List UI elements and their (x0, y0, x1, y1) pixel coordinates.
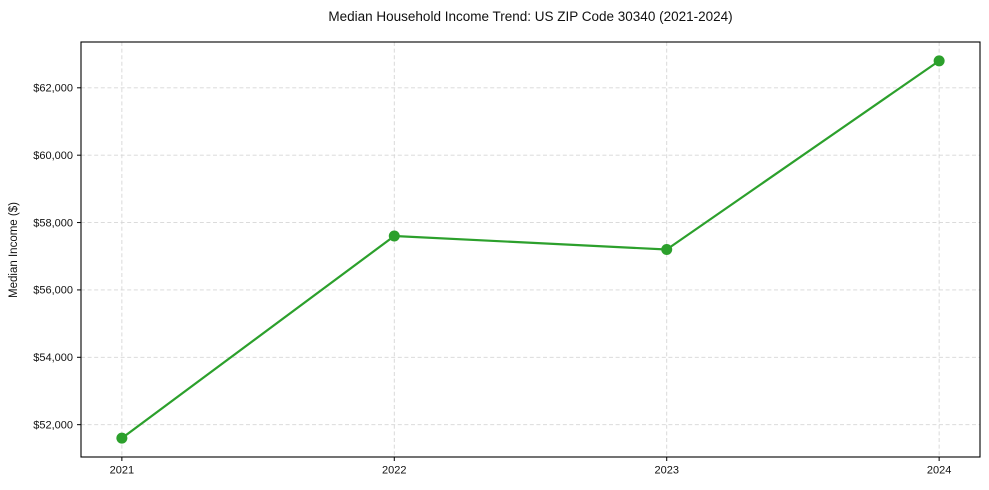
data-point (933, 55, 945, 67)
x-tick-label: 2023 (654, 465, 678, 477)
trend-line (120, 59, 941, 440)
y-tick-label: $56,000 (33, 285, 73, 297)
x-tick-label: 2022 (382, 465, 406, 477)
data-point (661, 244, 673, 255)
chart-title: Median Household Income Trend: US ZIP Co… (328, 9, 733, 24)
y-tick-label: $52,000 (33, 419, 73, 431)
data-point (388, 230, 400, 242)
y-tick-label: $60,000 (33, 150, 73, 162)
x-tick-label: 2021 (110, 465, 134, 477)
x-tick-label: 2024 (927, 465, 951, 477)
y-tick-label: $54,000 (33, 352, 73, 364)
plot-area-border (80, 41, 981, 458)
y-tick-label: $58,000 (33, 217, 73, 229)
y-tick-label: $62,000 (33, 83, 73, 95)
data-point (116, 432, 128, 444)
